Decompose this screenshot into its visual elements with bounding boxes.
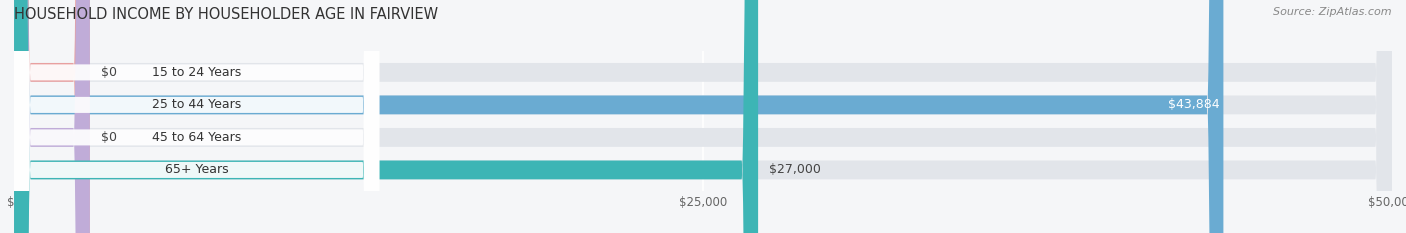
Text: 65+ Years: 65+ Years — [165, 163, 228, 176]
FancyBboxPatch shape — [14, 0, 90, 233]
Text: $0: $0 — [101, 131, 117, 144]
Text: $0: $0 — [101, 66, 117, 79]
Text: Source: ZipAtlas.com: Source: ZipAtlas.com — [1274, 7, 1392, 17]
FancyBboxPatch shape — [14, 0, 380, 233]
FancyBboxPatch shape — [14, 0, 1392, 233]
FancyBboxPatch shape — [14, 0, 1223, 233]
FancyBboxPatch shape — [14, 0, 1392, 233]
FancyBboxPatch shape — [14, 0, 90, 233]
Text: 45 to 64 Years: 45 to 64 Years — [152, 131, 242, 144]
FancyBboxPatch shape — [14, 0, 1392, 233]
Text: $27,000: $27,000 — [769, 163, 821, 176]
FancyBboxPatch shape — [14, 0, 380, 233]
FancyBboxPatch shape — [14, 0, 380, 233]
Text: $43,884: $43,884 — [1167, 98, 1219, 111]
FancyBboxPatch shape — [14, 0, 758, 233]
Text: 25 to 44 Years: 25 to 44 Years — [152, 98, 242, 111]
FancyBboxPatch shape — [14, 0, 1392, 233]
Text: 15 to 24 Years: 15 to 24 Years — [152, 66, 242, 79]
FancyBboxPatch shape — [14, 0, 380, 233]
Text: HOUSEHOLD INCOME BY HOUSEHOLDER AGE IN FAIRVIEW: HOUSEHOLD INCOME BY HOUSEHOLDER AGE IN F… — [14, 7, 439, 22]
